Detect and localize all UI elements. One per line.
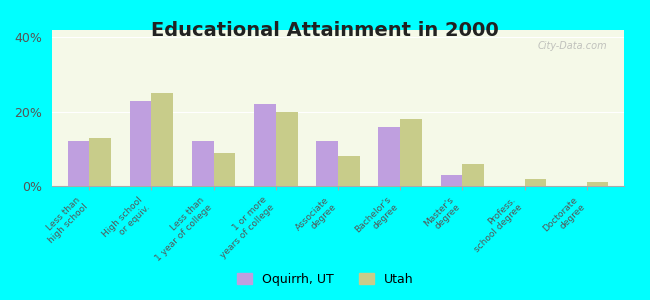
Bar — [525, 178, 546, 186]
Bar — [214, 153, 235, 186]
Bar — [130, 100, 151, 186]
Bar — [317, 141, 338, 186]
Bar — [276, 112, 298, 186]
Bar — [400, 119, 422, 186]
Bar — [192, 141, 214, 186]
Bar — [378, 127, 400, 186]
Bar — [89, 138, 111, 186]
Bar — [338, 156, 359, 186]
Bar — [587, 182, 608, 186]
Text: Educational Attainment in 2000: Educational Attainment in 2000 — [151, 21, 499, 40]
Bar — [462, 164, 484, 186]
Bar — [151, 93, 174, 186]
Text: City-Data.com: City-Data.com — [537, 41, 607, 51]
Legend: Oquirrh, UT, Utah: Oquirrh, UT, Utah — [232, 268, 418, 291]
Bar — [254, 104, 276, 186]
Bar — [68, 141, 89, 186]
Bar — [441, 175, 462, 186]
